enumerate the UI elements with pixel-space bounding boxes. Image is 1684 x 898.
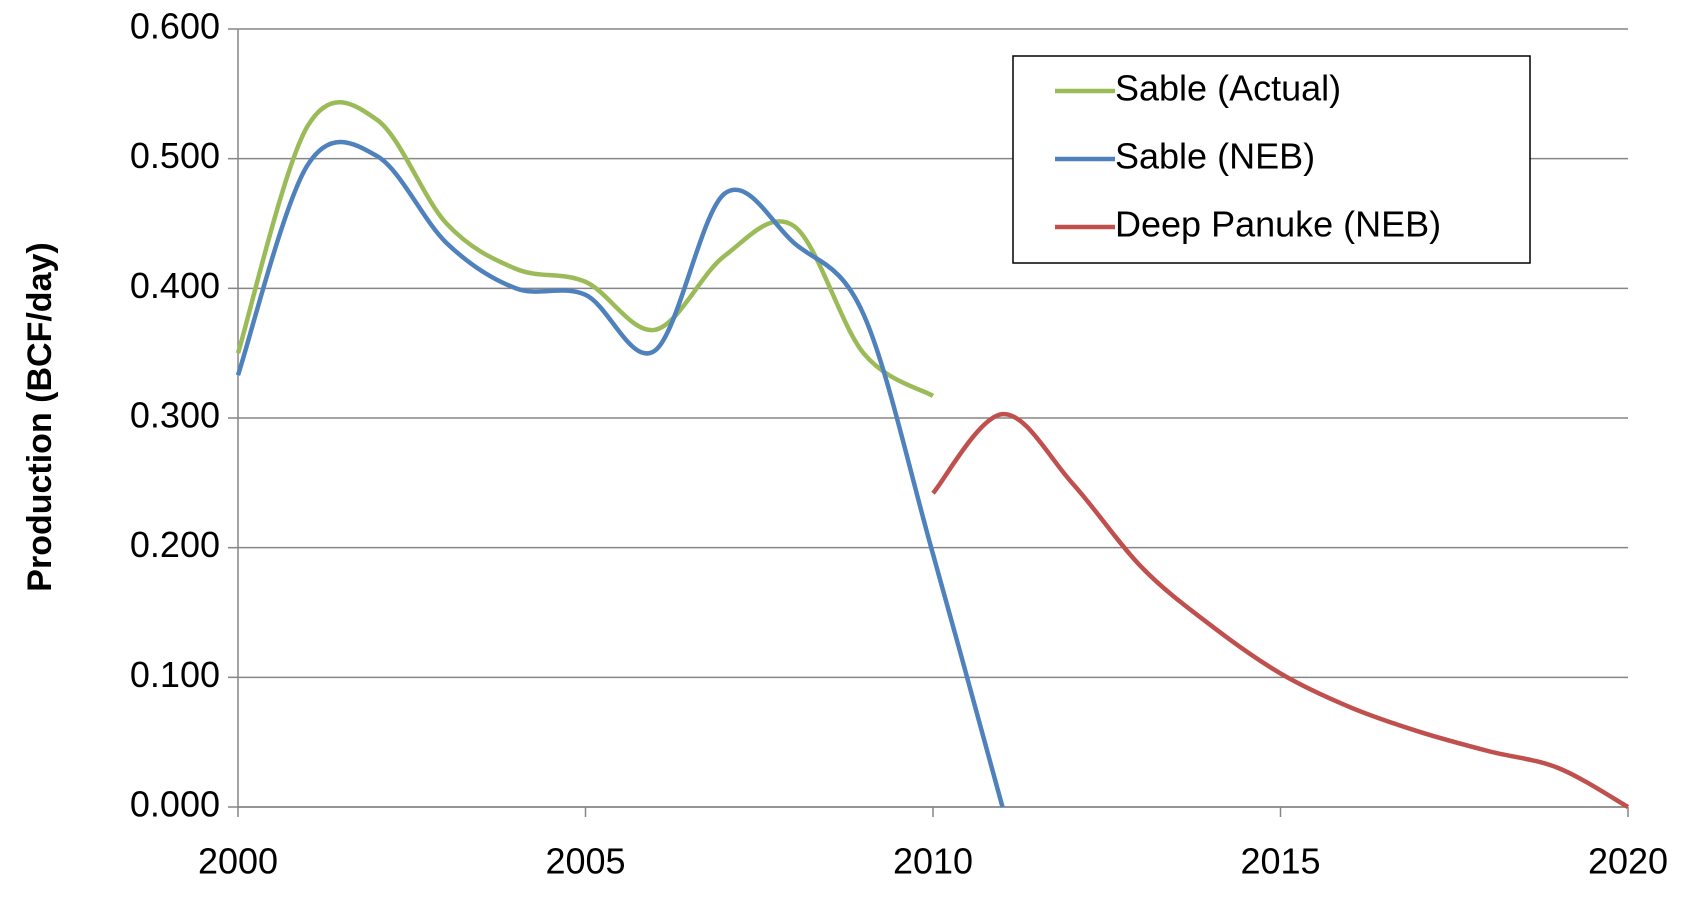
y-tick-label: 0.600 [130,6,220,47]
series-line [235,139,1005,808]
legend-label: Sable (NEB) [1115,136,1315,177]
legend-label: Sable (Actual) [1115,68,1341,109]
y-tick-label: 0.200 [130,524,220,565]
series-line [235,99,935,398]
series-line [931,411,1630,809]
legend-label: Deep Panuke (NEB) [1115,204,1441,245]
y-tick-label: 0.000 [130,784,220,825]
y-tick-label: 0.300 [130,395,220,436]
y-tick-label: 0.400 [130,265,220,306]
y-tick-label: 0.100 [130,654,220,695]
x-tick-label: 2015 [1240,841,1320,882]
y-tick-label: 0.500 [130,135,220,176]
x-tick-label: 2020 [1588,841,1668,882]
x-tick-label: 2010 [893,841,973,882]
y-axis-title: Production (BCF/day) [21,242,59,591]
x-tick-label: 2000 [198,841,278,882]
x-tick-label: 2005 [545,841,625,882]
